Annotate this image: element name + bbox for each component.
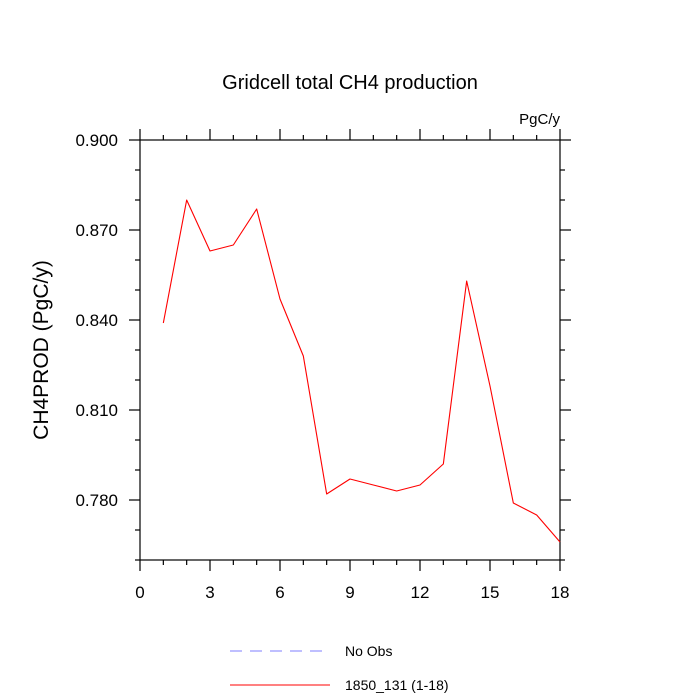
units-label: PgC/y: [519, 111, 560, 128]
data-series: [162, 199, 561, 543]
x-tick-label: 9: [345, 583, 354, 602]
y-tick-label: 0.840: [75, 311, 118, 330]
x-tick-label: 0: [135, 583, 144, 602]
y-axis-label: CH4PROD (PgC/y): [30, 260, 53, 440]
x-tick-label: 3: [205, 583, 214, 602]
x-tick-label: 6: [275, 583, 284, 602]
series-line-1: [162, 199, 561, 543]
y-tick-label: 0.900: [75, 131, 118, 150]
plot-frame: [139, 139, 561, 561]
x-tick-label: 18: [551, 583, 570, 602]
axis-ticks: 0 3 6 9 12 15 18 0.780 0.810 0.840 0.870 0.900: [75, 129, 571, 602]
y-tick-label: 0.870: [75, 221, 118, 240]
x-tick-label: 15: [481, 583, 500, 602]
y-tick-label: 0.810: [75, 401, 118, 420]
legend-label-1850-131: 1850_131 (1-18): [345, 677, 449, 693]
legend-label-no-obs: No Obs: [345, 643, 392, 659]
x-tick-label: 12: [411, 583, 430, 602]
y-tick-label: 0.780: [75, 491, 118, 510]
legend: No Obs 1850_131 (1-18): [230, 643, 449, 693]
chart-title: Gridcell total CH4 production: [222, 72, 478, 94]
